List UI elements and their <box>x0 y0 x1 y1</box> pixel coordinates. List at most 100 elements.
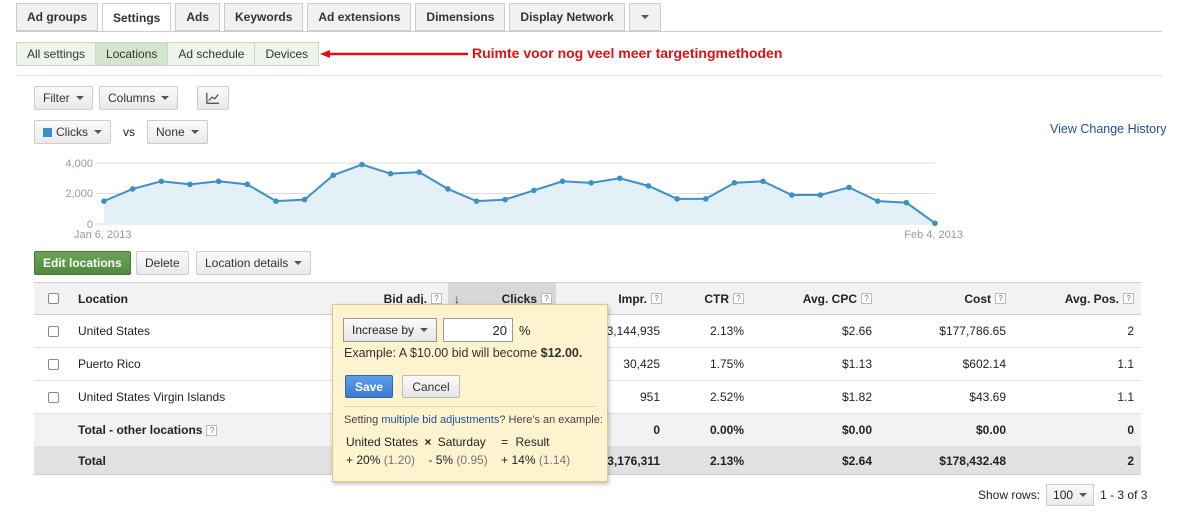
help-icon[interactable]: ? <box>651 293 662 304</box>
example-location-value: + 20% <box>346 453 381 467</box>
data-point[interactable] <box>101 198 107 204</box>
percent-sign: % <box>519 323 531 338</box>
header-avg-cpc[interactable]: Avg. CPC? <box>754 283 872 314</box>
tab-settings[interactable]: Settings <box>102 3 172 32</box>
data-point[interactable] <box>301 196 308 203</box>
tab-dimensions[interactable]: Dimensions <box>415 3 506 31</box>
data-point[interactable] <box>187 181 193 188</box>
row-checkbox[interactable] <box>48 358 59 370</box>
columns-button[interactable]: Columns <box>99 86 179 110</box>
chevron-down-icon <box>420 328 429 332</box>
save-button[interactable]: Save <box>345 375 393 398</box>
filter-button[interactable]: Filter <box>34 86 93 110</box>
equals-sign: = <box>501 435 509 449</box>
help-icon[interactable]: ? <box>431 293 442 304</box>
impr-value: 951 <box>639 390 660 404</box>
help-icon[interactable]: ? <box>995 293 1006 304</box>
data-point[interactable] <box>817 192 824 198</box>
example-text: Example: A $10.00 bid will become $12.00… <box>344 346 582 360</box>
select-all-checkbox[interactable] <box>48 293 59 304</box>
help-icon[interactable]: ? <box>206 424 218 436</box>
data-point[interactable] <box>731 180 738 186</box>
help-icon[interactable]: ? <box>861 293 872 304</box>
metric1-select[interactable]: Clicks <box>34 120 111 144</box>
other-locations-text: Total - other locations <box>78 423 203 437</box>
data-point[interactable] <box>330 172 337 178</box>
tab-ads[interactable]: Ads <box>175 3 221 31</box>
data-point[interactable] <box>645 183 652 189</box>
chevron-down-icon <box>161 96 170 100</box>
multiple-bid-adjustments-link[interactable]: multiple bid adjustments <box>381 414 500 426</box>
data-point[interactable] <box>616 175 623 182</box>
data-point[interactable] <box>445 186 451 192</box>
example-location-multiplier: (1.20) <box>383 453 416 467</box>
view-change-history-link[interactable]: View Change History <box>1050 122 1167 136</box>
help-icon[interactable]: ? <box>733 293 744 304</box>
data-point[interactable] <box>760 178 766 185</box>
avg-cpc-label: Avg. CPC <box>802 291 857 306</box>
tab-display-network[interactable]: Display Network <box>509 3 625 31</box>
location-details-button[interactable]: Location details <box>196 251 312 275</box>
data-point[interactable] <box>846 184 852 191</box>
header-avg-pos[interactable]: Avg. Pos.? <box>1014 283 1134 314</box>
data-point[interactable] <box>788 192 795 198</box>
tab-keywords[interactable]: Keywords <box>224 3 304 31</box>
avg-pos-value: 1.1 <box>1117 357 1134 371</box>
pagination: Show rows: 100 1 - 3 of 3 <box>978 484 1147 506</box>
header-impr[interactable]: Impr.? <box>564 283 662 314</box>
data-point[interactable] <box>874 198 881 204</box>
header-bid-adj[interactable]: Bid adj.? <box>334 283 442 314</box>
data-point[interactable] <box>416 169 423 175</box>
avg-cpc-value: $0.00 <box>841 423 872 437</box>
tab-ad-groups[interactable]: Ad groups <box>16 3 98 31</box>
subtab-all-settings[interactable]: All settings <box>16 42 97 66</box>
data-point[interactable] <box>502 196 508 203</box>
data-point[interactable] <box>702 196 709 202</box>
data-point[interactable] <box>244 181 251 188</box>
annotation-text: Ruimte voor nog veel meer targetingmetho… <box>472 45 783 61</box>
vs-label: vs <box>123 125 135 139</box>
data-point[interactable] <box>588 180 594 186</box>
adjustment-percent-input[interactable]: 20 <box>443 318 513 342</box>
subtab-locations[interactable]: Locations <box>95 42 169 66</box>
section-divider <box>16 75 1162 76</box>
edit-locations-button[interactable]: Edit locations <box>34 251 131 275</box>
header-location[interactable]: Location <box>78 291 128 306</box>
adjustment-type-select[interactable]: Increase by <box>343 318 438 342</box>
subtab-devices[interactable]: Devices <box>254 42 320 66</box>
subtab-ad-schedule[interactable]: Ad schedule <box>167 42 256 66</box>
help-icon[interactable]: ? <box>541 293 552 304</box>
chart-toggle-button[interactable] <box>197 86 229 110</box>
impr-value: 3,144,935 <box>606 324 660 338</box>
data-point[interactable] <box>473 198 480 204</box>
metric2-label: None <box>156 125 185 139</box>
data-point[interactable] <box>387 170 394 177</box>
data-point[interactable] <box>158 178 165 185</box>
filter-label: Filter <box>43 91 70 105</box>
data-point[interactable] <box>531 187 537 194</box>
data-point[interactable] <box>932 220 938 227</box>
row-checkbox[interactable] <box>48 325 59 337</box>
data-point[interactable] <box>129 186 136 192</box>
data-point[interactable] <box>273 198 279 204</box>
data-point[interactable] <box>559 178 566 185</box>
row-checkbox[interactable] <box>48 391 59 403</box>
tab-ad-extensions[interactable]: Ad extensions <box>307 3 412 31</box>
header-cost[interactable]: Cost? <box>874 283 1006 314</box>
data-point[interactable] <box>215 178 222 185</box>
data-point[interactable] <box>359 161 365 168</box>
metric2-select[interactable]: None <box>147 120 208 144</box>
more-tabs-button[interactable] <box>628 3 661 31</box>
header-ctr[interactable]: CTR? <box>664 283 744 314</box>
page-range: 1 - 3 of 3 <box>1100 488 1148 502</box>
help-icon[interactable]: ? <box>1123 293 1134 304</box>
data-point[interactable] <box>674 196 680 202</box>
example-location: United States <box>346 435 419 449</box>
clicks-label: Clicks <box>501 291 537 306</box>
cancel-button[interactable]: Cancel <box>402 375 460 398</box>
data-point[interactable] <box>903 199 910 206</box>
location-name: United States <box>78 324 151 338</box>
avg-pos-value: 2 <box>1127 324 1134 338</box>
delete-button[interactable]: Delete <box>136 251 189 275</box>
rows-per-page-select[interactable]: 100 <box>1046 484 1095 506</box>
